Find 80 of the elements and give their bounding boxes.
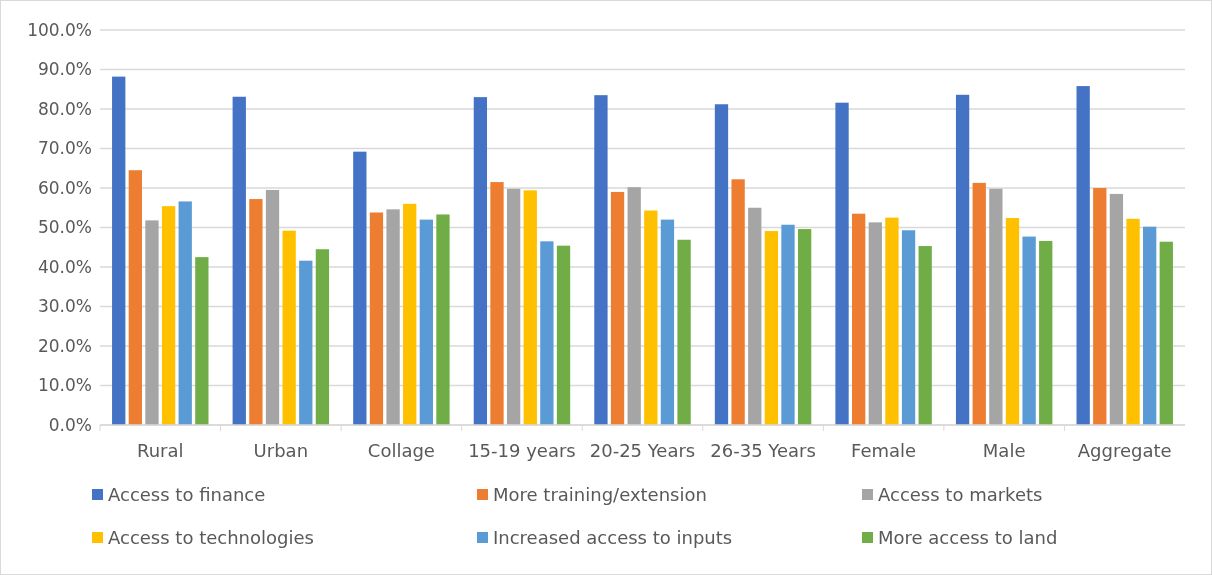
bar xyxy=(852,213,866,425)
bar xyxy=(299,260,313,425)
bar xyxy=(660,219,675,425)
bar xyxy=(610,191,625,425)
bar xyxy=(540,241,554,425)
y-tick-label: 80.0% xyxy=(37,98,92,119)
bar xyxy=(868,222,882,425)
bar xyxy=(627,187,641,425)
bar xyxy=(315,249,330,425)
y-tick-label: 20.0% xyxy=(37,335,92,356)
bar xyxy=(1109,193,1124,425)
y-tick-label: 10.0% xyxy=(37,375,92,396)
bar xyxy=(112,76,126,425)
bar xyxy=(161,206,176,425)
bar xyxy=(885,217,899,425)
bar xyxy=(989,188,1003,425)
bar xyxy=(972,182,986,425)
x-tick-label: 26-35 Years xyxy=(710,440,816,461)
bar xyxy=(523,190,537,425)
bar xyxy=(644,210,658,425)
bar xyxy=(797,229,812,425)
bar xyxy=(386,209,400,425)
bar xyxy=(677,239,691,425)
x-tick-label: 20-25 Years xyxy=(589,440,696,461)
bar xyxy=(436,214,450,425)
y-tick-label: 0.0% xyxy=(48,414,92,435)
bar xyxy=(556,245,571,425)
bar xyxy=(1039,240,1053,425)
bar xyxy=(748,207,762,425)
bar xyxy=(178,201,192,425)
bar xyxy=(1022,236,1036,425)
x-tick-label: Male xyxy=(982,440,1026,461)
bar xyxy=(835,102,849,425)
bar xyxy=(731,179,745,425)
bar xyxy=(764,231,779,425)
x-tick-label: Female xyxy=(851,440,917,461)
bar xyxy=(145,220,159,425)
legend-label: Access to markets xyxy=(878,484,1043,506)
legend-label: Access to technologies xyxy=(108,527,314,549)
y-tick-label: 40.0% xyxy=(37,256,92,277)
bar xyxy=(473,97,488,425)
bar xyxy=(419,219,433,425)
bar xyxy=(195,257,209,425)
bar xyxy=(1126,218,1140,425)
bar xyxy=(955,94,970,425)
legend-label: More access to land xyxy=(878,527,1058,549)
bar xyxy=(490,182,504,425)
bar xyxy=(353,151,367,425)
bar xyxy=(1076,86,1090,425)
x-tick-label: 15-19 years xyxy=(468,440,576,461)
y-tick-label: 90.0% xyxy=(37,59,92,80)
y-tick-label: 70.0% xyxy=(37,138,92,159)
bar xyxy=(1093,188,1107,425)
bar xyxy=(265,189,280,425)
bar xyxy=(249,199,263,425)
bar xyxy=(918,246,932,425)
legend-label: More training/extension xyxy=(493,484,707,506)
bar xyxy=(781,224,795,425)
bar xyxy=(594,95,608,425)
bar xyxy=(403,203,417,425)
y-tick-label: 50.0% xyxy=(37,217,92,238)
bar xyxy=(128,170,142,425)
legend-label: Increased access to inputs xyxy=(493,527,733,549)
bar xyxy=(901,230,916,425)
bar xyxy=(1159,241,1173,425)
bar xyxy=(232,96,246,425)
y-tick-label: 100.0% xyxy=(27,19,92,40)
bar xyxy=(282,230,296,425)
bar xyxy=(506,188,521,425)
x-tick-label: Urban xyxy=(253,440,309,461)
y-tick-label: 60.0% xyxy=(37,177,92,198)
bar xyxy=(1005,218,1020,425)
x-tick-label: Aggregate xyxy=(1077,440,1172,461)
x-tick-label: Rural xyxy=(137,440,184,461)
x-tick-label: Collage xyxy=(367,440,435,461)
bar xyxy=(369,212,384,425)
bar xyxy=(714,104,729,425)
legend-label: Access to finance xyxy=(108,484,266,506)
y-tick-label: 30.0% xyxy=(37,296,92,317)
bar xyxy=(1143,226,1157,425)
